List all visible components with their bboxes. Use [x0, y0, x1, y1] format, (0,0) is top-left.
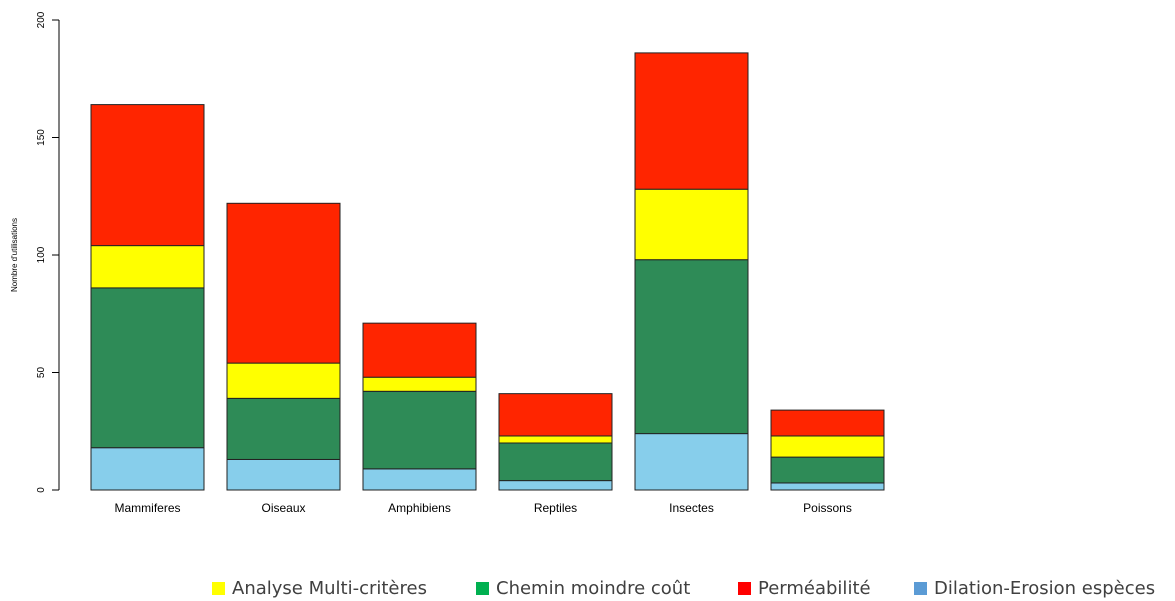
legend-swatch-analyse [212, 581, 225, 595]
y-axis-label: Nombre d'utilisations [10, 218, 19, 292]
legend-swatch-chemin [476, 581, 489, 595]
x-tick-label: Poissons [803, 501, 852, 515]
x-tick-label: Insectes [669, 501, 714, 515]
bar-segment [634, 259, 749, 435]
legend-label-permeabilite: Perméabilité [758, 577, 871, 599]
bar-segment [90, 245, 205, 289]
bar-segment [634, 52, 749, 190]
legend-item-analyse: Analyse Multi-critères [212, 576, 427, 600]
x-tick-label: Amphibiens [388, 501, 451, 515]
x-tick-label: Mammiferes [114, 501, 180, 515]
bar-segment [498, 393, 613, 437]
legend-label-analyse: Analyse Multi-critères [232, 577, 427, 599]
bar-segment [362, 376, 477, 392]
bar-segment [362, 468, 477, 491]
legend-item-permeabilite: Perméabilité [738, 576, 871, 600]
bar-segment [226, 397, 341, 460]
y-tick-label: 200 [36, 11, 47, 28]
bar-segment [362, 322, 477, 378]
chart-legend: Analyse Multi-critères Chemin moindre co… [0, 576, 1175, 600]
bar-segment [770, 435, 885, 458]
bar-segment [498, 442, 613, 482]
stacked-bar-chart: 0 50 100 150 200 Nombre d'utilisations Mammife… [10, 11, 885, 515]
legend-label-chemin: Chemin moindre coût [496, 577, 691, 599]
bar-segment [90, 287, 205, 449]
bar-segment [634, 433, 749, 491]
legend-item-dilation: Dilation-Erosion espèces [914, 576, 1155, 600]
bar-segment [90, 104, 205, 247]
legend-item-chemin: Chemin moindre coût [476, 576, 690, 600]
legend-swatch-dilation [914, 581, 927, 595]
bar-segment [226, 362, 341, 399]
y-tick-label: 50 [36, 367, 47, 379]
bar-segment [498, 435, 613, 444]
legend-swatch-permeabilite [738, 581, 751, 595]
y-tick-label: 150 [36, 129, 47, 146]
bar-segment [226, 202, 341, 364]
bar-segment [770, 482, 885, 491]
bar-segment [770, 409, 885, 437]
x-tick-label: Oiseaux [261, 501, 305, 515]
y-tick-label: 100 [36, 246, 47, 263]
bar-segment [362, 390, 477, 470]
y-tick-label: 0 [36, 487, 47, 493]
bar-segment [770, 456, 885, 484]
bar-segment [634, 188, 749, 261]
legend-label-dilation: Dilation-Erosion espèces [934, 577, 1156, 599]
bar-segment [90, 447, 205, 491]
bar-segment [498, 480, 613, 491]
x-tick-label: Reptiles [534, 501, 577, 515]
bar-segment [226, 458, 341, 491]
